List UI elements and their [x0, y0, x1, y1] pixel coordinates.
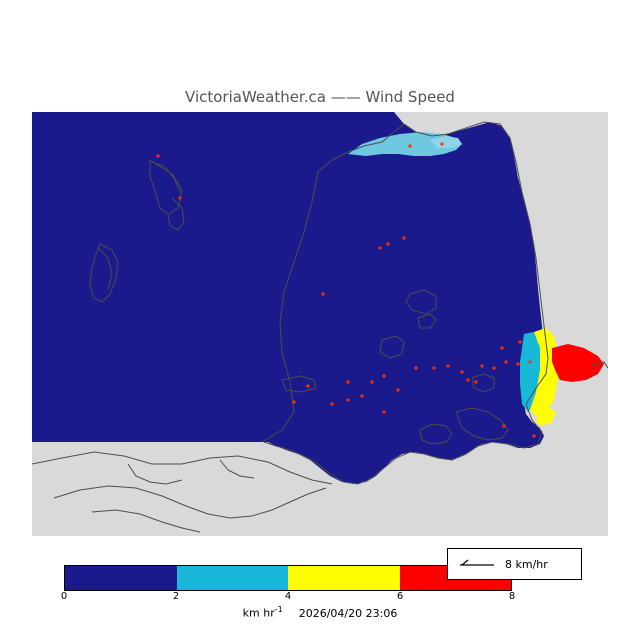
colorbar-unit-exponent: -1 [274, 605, 283, 614]
colorbar-tick-2: 4 [284, 591, 292, 602]
colorbar-tick-3: 6 [396, 591, 404, 602]
colorbar-ticks: 0 2 4 6 8 [60, 591, 516, 605]
map-canvas[interactable] [32, 112, 608, 536]
colorbar-segment-2 [288, 566, 400, 590]
timestamp-label: 2026/04/20 23:06 [298, 606, 398, 620]
station-markers [156, 142, 536, 438]
colorbar-unit-label: km hr [242, 606, 275, 620]
colorbar-caption: km hr-1 2026/04/20 23:06 [0, 605, 640, 620]
colorbar-segment-1 [176, 566, 288, 590]
wind-key-label: 8 km/hr [505, 558, 548, 571]
windspeed-field-east-band [520, 328, 604, 426]
colorbar-tick-4: 8 [508, 591, 516, 602]
page-title: VictoriaWeather.ca —— Wind Speed [185, 88, 455, 106]
wind-barb-icon [460, 559, 494, 566]
map-graphic [32, 112, 608, 536]
wind-key-box [447, 548, 582, 580]
coastline-outlines [32, 121, 608, 533]
colorbar-tick-0: 0 [60, 591, 68, 602]
windspeed-field-cyan [348, 132, 462, 156]
colorbar-segment-0 [65, 566, 177, 590]
colorbar-tick-1: 2 [172, 591, 180, 602]
windspeed-field-navy [32, 112, 548, 484]
colorbar [64, 565, 512, 591]
